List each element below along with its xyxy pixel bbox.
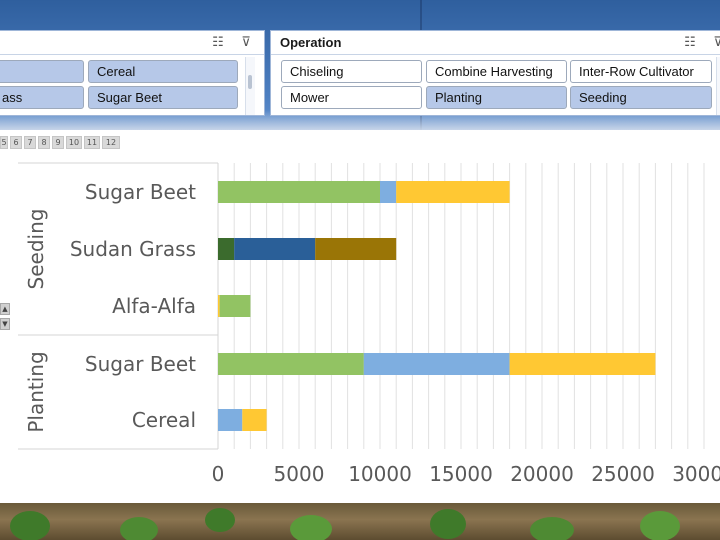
page-tab-7[interactable]: 7	[24, 136, 36, 149]
page-tab-6[interactable]: 6	[10, 136, 22, 149]
leaf	[120, 517, 158, 540]
page-tabs-strip	[0, 130, 720, 155]
dropdown-up-icon[interactable]: ▲	[0, 303, 10, 315]
multi-select-icon[interactable]: ☷	[212, 35, 224, 50]
operation-slicer-title: Operation	[280, 35, 342, 50]
leaf	[430, 509, 466, 539]
field-photo	[0, 503, 720, 540]
group-label-planting: Planting	[24, 351, 48, 432]
crop-slicer-scrollbar[interactable]	[245, 57, 255, 115]
bar-segment	[218, 238, 235, 260]
crop-tile-sudan-grass[interactable]: ass	[0, 86, 84, 109]
leaf	[530, 517, 574, 540]
page-tab-9[interactable]: 9	[52, 136, 64, 149]
bar-segment	[363, 353, 510, 375]
page-tab-12[interactable]: 12	[102, 136, 120, 149]
operation-tile-combine-harvesting[interactable]: Combine Harvesting	[426, 60, 567, 83]
crop-tile[interactable]	[0, 60, 84, 83]
leaf	[10, 511, 50, 540]
bar-segment	[234, 238, 316, 260]
crop-tile-sugar-beet[interactable]: Sugar Beet	[88, 86, 238, 109]
page-tab-8[interactable]: 8	[38, 136, 50, 149]
operation-tile-planting[interactable]: Planting	[426, 86, 567, 109]
page-tab-10[interactable]: 10	[66, 136, 82, 149]
bar-segment	[380, 181, 397, 203]
bar-segment	[396, 181, 510, 203]
operation-tile-inter-row-cultivator[interactable]: Inter-Row Cultivator	[570, 60, 712, 83]
operation-tile-seeding[interactable]: Seeding	[570, 86, 712, 109]
clear-filter-icon[interactable]: ⊽	[241, 35, 251, 50]
category-label: Sudan Grass	[70, 237, 196, 261]
bar-segment	[218, 295, 220, 317]
stacked-bar-chart: Seeding Planting Sugar Beet Sudan Grass Alfa…	[18, 162, 720, 486]
bar-segment	[509, 353, 656, 375]
group-label-seeding: Seeding	[24, 209, 48, 290]
crop-slicer-scroll-thumb[interactable]	[248, 75, 252, 89]
x-tick-label: 5000	[274, 462, 325, 486]
bar-segment	[218, 409, 243, 431]
bar-segment	[315, 238, 397, 260]
crop-slicer-header: ☷ ⊽	[0, 31, 264, 55]
multi-select-icon[interactable]: ☷	[684, 35, 696, 50]
x-tick-label: 25000	[591, 462, 655, 486]
leaf	[205, 508, 235, 532]
bar-segment	[218, 353, 364, 375]
page-tab-5[interactable]: 5	[0, 136, 8, 149]
category-label: Sugar Beet	[85, 352, 196, 376]
bar-segment	[218, 181, 380, 203]
operation-slicer[interactable]: Operation ☷ ⊽ Chiseling Combine Harvesti…	[270, 30, 720, 116]
dropdown-down-icon[interactable]: ▼	[0, 318, 10, 330]
operation-tile-chiseling[interactable]: Chiseling	[281, 60, 422, 83]
category-label: Cereal	[132, 408, 196, 432]
crop-slicer[interactable]: ☷ ⊽ Cereal ass Sugar Beet	[0, 30, 265, 116]
bar-segment	[242, 409, 267, 431]
operation-tile-mower[interactable]: Mower	[281, 86, 422, 109]
category-label: Alfa-Alfa	[112, 294, 196, 318]
x-tick-label: 15000	[429, 462, 493, 486]
crop-tile-cereal[interactable]: Cereal	[88, 60, 238, 83]
x-tick-label: 10000	[348, 462, 412, 486]
chart-area	[0, 155, 720, 503]
leaf	[640, 511, 680, 540]
operation-slicer-scrollbar[interactable]	[716, 57, 720, 115]
operation-slicer-header: Operation ☷ ⊽	[271, 31, 720, 55]
leaf	[290, 515, 332, 540]
bar-segment	[219, 295, 251, 317]
x-tick-label: 0	[212, 462, 225, 486]
page-tab-11[interactable]: 11	[84, 136, 100, 149]
x-tick-label: 30000	[672, 462, 720, 486]
x-tick-label: 20000	[510, 462, 574, 486]
category-label: Sugar Beet	[85, 180, 196, 204]
clear-filter-icon[interactable]: ⊽	[713, 35, 720, 50]
